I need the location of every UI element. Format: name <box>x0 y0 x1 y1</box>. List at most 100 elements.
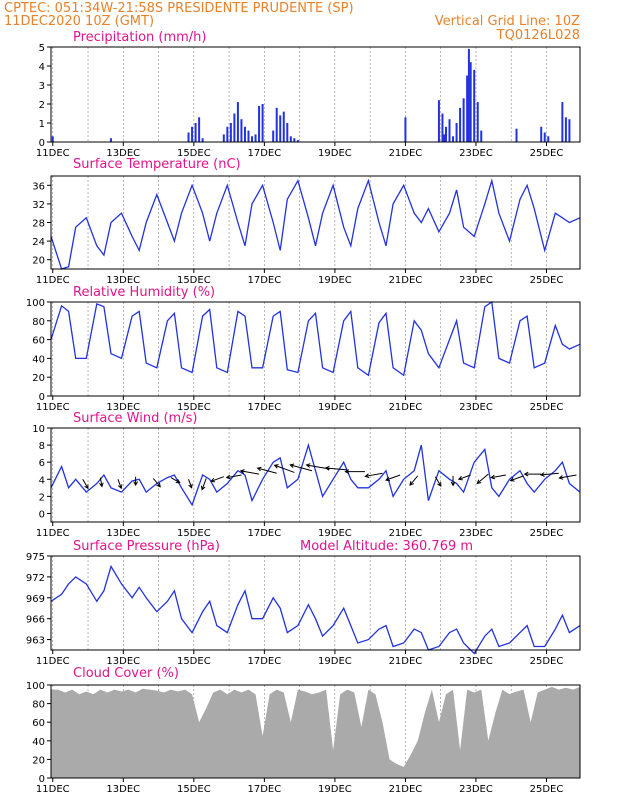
model-altitude-label: Model Altitude: 360.769 m <box>300 539 473 554</box>
x-tick-label: 25DEC <box>530 528 564 539</box>
x-tick-label: 21DEC <box>389 148 423 159</box>
x-tick-label: 23DEC <box>459 275 493 286</box>
x-tick-label: 15DEC <box>177 528 211 539</box>
precip-bar <box>404 117 407 142</box>
y-tick-label: 5 <box>39 43 45 54</box>
panel-title-cloud-cover: Cloud Cover (%) <box>73 666 179 681</box>
precip-bar <box>296 140 299 142</box>
panel-temperature: 20 24 28 32 36 11DEC 13DEC 15DEC 17DEC 19DEC 21DEC… <box>32 157 581 286</box>
precip-bar <box>254 134 257 142</box>
y-tick-label: 969 <box>26 594 45 605</box>
x-tick-label: 11DEC <box>36 784 70 795</box>
y-tick-label: 80 <box>32 317 45 328</box>
wind-vector <box>490 474 507 480</box>
y-tick-label: 2 <box>39 100 45 111</box>
wind-vector <box>188 479 193 489</box>
y-tick-label: 4 <box>39 475 45 486</box>
wind-vector <box>539 472 559 477</box>
wind-vector <box>324 465 348 471</box>
x-tick-label: 23DEC <box>459 528 493 539</box>
precip-bar <box>543 132 546 142</box>
precip-bar <box>201 138 204 142</box>
wind-vector <box>200 478 207 491</box>
precip-bar <box>561 102 564 142</box>
header-grid-line: Vertical Grid Line: 10Z <box>435 14 580 29</box>
header-station: CPTEC: 051:34W-21:58S PRESIDENTE PRUDENT… <box>4 1 354 16</box>
y-tick-label: 100 <box>26 298 45 309</box>
y-tick-label: 36 <box>32 181 45 192</box>
precip-bar <box>261 104 264 142</box>
y-tick-label: 0 <box>39 138 45 149</box>
precip-bar <box>229 123 232 142</box>
x-tick-label: 21DEC <box>389 528 423 539</box>
wind-vector <box>225 474 242 480</box>
precip-bar <box>258 105 261 142</box>
x-tick-label: 13DEC <box>106 148 140 159</box>
y-tick-label: 20 <box>32 755 45 766</box>
wind-vector <box>509 475 524 482</box>
x-tick-label: 15DEC <box>177 402 211 413</box>
precip-bar <box>547 136 550 142</box>
panel-cloud-cover: 0 20 40 60 80 100 11DEC 13DEC 15DEC 17DEC 19DEC 21D… <box>26 666 581 795</box>
series-line-humidity <box>50 300 581 377</box>
panel-frame <box>50 46 581 143</box>
panel-frame <box>50 301 581 397</box>
wind-vector <box>117 479 123 490</box>
x-tick-label: 13DEC <box>106 784 140 795</box>
x-tick-label: 13DEC <box>106 656 140 667</box>
precip-bar <box>194 123 197 142</box>
panel-title-temperature: Surface Temperature (nC) <box>73 157 241 172</box>
precip-bar <box>459 107 462 142</box>
wind-vector <box>133 476 138 487</box>
wind-vector <box>210 476 224 483</box>
x-tick-label: 23DEC <box>459 656 493 667</box>
precip-bar <box>540 126 543 142</box>
panel-frame <box>50 684 581 779</box>
y-tick-label: 6 <box>39 458 45 469</box>
panel-frame <box>50 427 581 523</box>
precip-bar <box>455 123 458 142</box>
precip-bar <box>279 115 282 142</box>
precip-bar <box>275 107 278 142</box>
precip-bar <box>243 126 246 142</box>
precip-bar <box>469 62 472 143</box>
cloud-area <box>51 686 580 778</box>
x-tick-label: 21DEC <box>389 784 423 795</box>
precip-bar <box>467 48 470 142</box>
y-tick-label: 24 <box>32 237 45 248</box>
x-tick-label: 13DEC <box>106 528 140 539</box>
x-tick-label: 19DEC <box>318 528 352 539</box>
x-tick-label: 15DEC <box>177 784 211 795</box>
x-tick-label: 13DEC <box>106 275 140 286</box>
precip-bar <box>462 98 465 142</box>
y-tick-label: 0 <box>39 392 45 403</box>
series-line-temperature <box>50 178 581 270</box>
x-tick-label: 17DEC <box>247 656 281 667</box>
wind-vector <box>457 474 471 481</box>
panel-title-pressure: Surface Pressure (hPa) <box>73 539 220 554</box>
wind-vector <box>385 474 401 482</box>
x-tick-label: 17DEC <box>247 528 281 539</box>
y-tick-label: 1 <box>39 119 45 130</box>
panel-title-wind: Surface Wind (m/s) <box>73 411 197 426</box>
precip-bar <box>476 102 479 142</box>
y-tick-label: 2 <box>39 492 45 503</box>
wind-vector <box>152 478 161 488</box>
panel-pressure: 963 966 969 972 975 11DEC 13DEC 15DEC 17DEC 19DEC… <box>26 539 581 667</box>
precip-bar <box>247 130 250 142</box>
y-tick-label: 975 <box>26 552 45 563</box>
x-tick-label: 21DEC <box>389 275 423 286</box>
precip-bar <box>480 130 483 142</box>
precip-bar <box>444 126 447 142</box>
precip-bar <box>466 75 469 142</box>
x-tick-label: 19DEC <box>318 784 352 795</box>
precip-bar <box>293 138 296 142</box>
wind-vector <box>409 475 419 486</box>
wind-vector <box>239 469 260 475</box>
precip-bar <box>191 126 194 142</box>
x-tick-label: 11DEC <box>36 275 70 286</box>
wind-vector <box>99 477 104 488</box>
y-tick-label: 40 <box>32 354 45 365</box>
y-tick-label: 4 <box>39 62 45 73</box>
wind-vector <box>170 477 181 484</box>
